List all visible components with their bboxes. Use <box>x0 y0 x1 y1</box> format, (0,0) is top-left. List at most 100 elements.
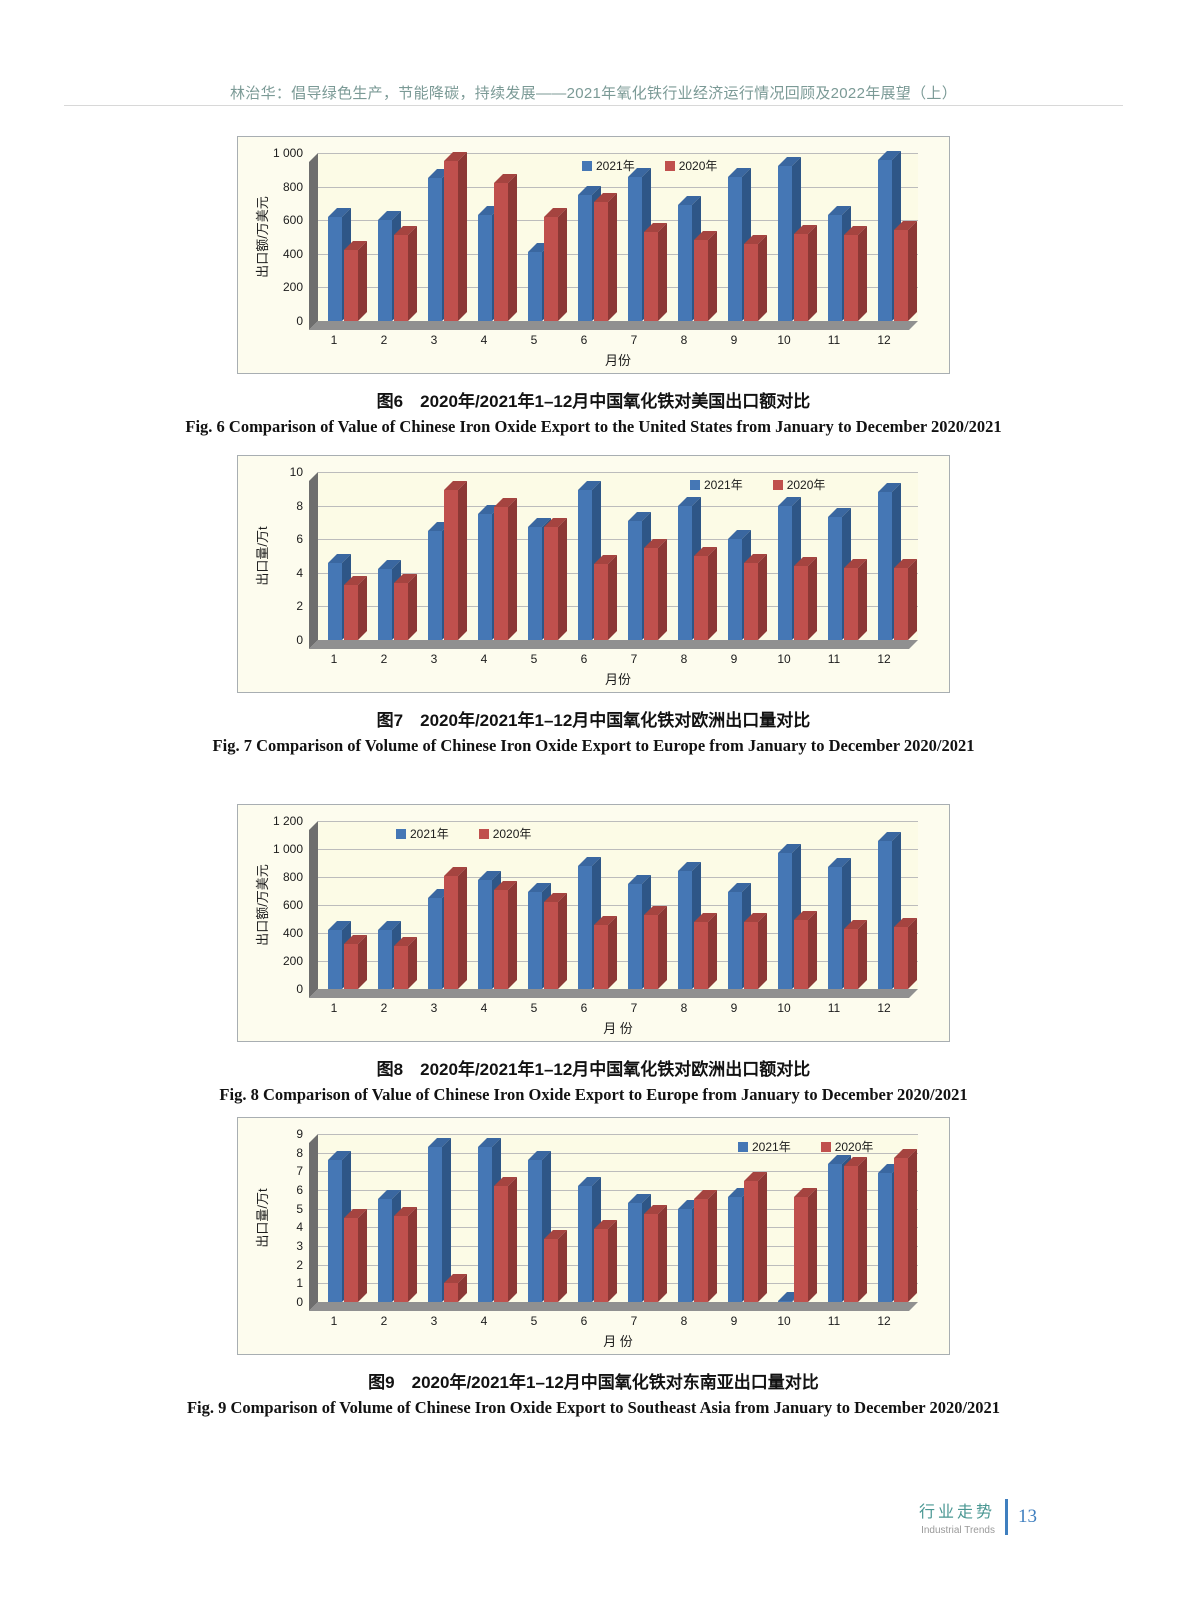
y-tick-label: 800 <box>282 179 303 194</box>
bar-2020年-month-9 <box>744 235 767 321</box>
gridline <box>318 1152 918 1154</box>
y-tick-label: 1 200 <box>272 814 303 828</box>
bar-2021年-month-7 <box>628 512 651 640</box>
legend-item: 2021年 <box>582 157 635 174</box>
bar-top-face <box>728 883 751 892</box>
bar-top-face <box>644 1205 667 1214</box>
bar-top-face <box>478 871 501 880</box>
bar-top-face <box>594 1220 617 1229</box>
bar-side-face <box>558 518 567 640</box>
bar-top-face <box>828 1155 851 1164</box>
figure-9-caption-cn: 图9 2020年/2021年1–12月中国氧化铁对东南亚出口量对比 <box>368 1373 819 1392</box>
bar-top-face <box>694 547 717 556</box>
bar-2021年-month-5 <box>528 1151 551 1302</box>
y-tick-label: 200 <box>282 280 303 295</box>
y-tick-label: 3 <box>296 1239 303 1253</box>
chart-floor <box>309 989 918 998</box>
gridline <box>318 1134 918 1135</box>
bar-2021年-month-1 <box>328 208 351 321</box>
bar-side-face <box>792 844 801 989</box>
y-tick-label: 400 <box>282 926 303 940</box>
bar-side-face <box>908 918 917 989</box>
x-tick-label: 2 <box>380 1001 388 1015</box>
page-number: 13 <box>1018 1506 1037 1527</box>
figure-8-caption-en: Fig. 8 Comparison of Value of Chinese Ir… <box>219 1085 968 1104</box>
bar-top-face <box>478 505 501 514</box>
x-tick-label: 7 <box>630 652 638 666</box>
bar-top-face <box>344 241 367 250</box>
gridline <box>318 287 918 289</box>
bar-top-face <box>394 574 417 583</box>
bar-side-face <box>858 226 867 321</box>
figure-6-chart: 出口额/万美元 0 200 400 600 800 1 000 1 2 3 4 5 6 7 8 9 10 11 12… <box>237 136 950 374</box>
bar-top-face <box>444 1274 467 1283</box>
bar-2021年-month-1 <box>328 921 351 989</box>
bar-top-face <box>428 169 451 178</box>
bar-2020年-month-5 <box>544 893 567 989</box>
gridline <box>318 606 918 608</box>
bar-top-face <box>828 206 851 215</box>
bar-side-face <box>442 1138 451 1302</box>
bar-side-face <box>908 559 917 640</box>
bar-2020年-month-3 <box>444 481 467 640</box>
bar-side-face <box>358 241 367 321</box>
legend-swatch-2021年 <box>396 828 406 839</box>
bar-2020年-month-9 <box>744 1172 767 1302</box>
bar-2020年-month-7 <box>644 223 667 321</box>
figure-6-caption-cn: 图6 2020年/2021年1–12月中国氧化铁对美国出口额对比 <box>376 392 811 411</box>
gridline <box>318 253 918 255</box>
page-header: 林治华：倡导绿色生产，节能降碳，持续发展——2021年氧化铁行业经济运行情况回顾… <box>229 85 958 102</box>
bar-top-face <box>344 576 367 585</box>
bar-2020年-month-12 <box>894 559 917 640</box>
bar-side-face <box>542 1151 551 1302</box>
bar-2020年-month-12 <box>894 221 917 321</box>
bar-2021年-month-6 <box>578 1177 601 1302</box>
y-tick-label: 600 <box>282 213 303 228</box>
bar-2020年-month-11 <box>844 226 867 321</box>
bar-top-face <box>894 559 917 568</box>
bar-top-face <box>428 1138 451 1147</box>
bar-2020年-month-4 <box>494 881 517 989</box>
plot-area <box>318 153 918 321</box>
x-tick-label: 8 <box>680 1314 688 1328</box>
x-tick-label: 5 <box>530 652 538 666</box>
x-tick-label: 8 <box>680 333 688 347</box>
bar-side-face <box>458 152 467 321</box>
x-tick-label: 4 <box>480 333 488 347</box>
bar-2020年-month-9 <box>744 913 767 989</box>
legend-label: 2021年 <box>410 827 449 841</box>
bar-2020年-month-8 <box>694 231 717 321</box>
bar-side-face <box>808 557 817 640</box>
bar-2020年-month-7 <box>644 1205 667 1302</box>
gridline <box>318 1283 918 1285</box>
bar-side-face <box>608 555 617 640</box>
legend: 2021年 2020年 <box>690 476 825 493</box>
bar-top-face <box>628 168 651 177</box>
bar-side-face <box>458 867 467 989</box>
bar-side-face <box>892 832 901 989</box>
bar-2020年-month-1 <box>344 935 367 989</box>
legend-swatch-2020年 <box>820 1141 831 1152</box>
y-tick-label: 6 <box>296 1183 303 1197</box>
bar-2021年-month-10 <box>778 844 801 989</box>
bar-top-face <box>678 862 701 871</box>
bar-top-face <box>544 208 567 217</box>
bar-2020年-month-1 <box>344 1209 367 1302</box>
bar-top-face <box>528 518 551 527</box>
bar-top-face <box>844 559 867 568</box>
bar-side-face <box>358 935 367 989</box>
x-tick-label: 3 <box>430 652 438 666</box>
x-tick-label: 6 <box>580 333 588 347</box>
bar-top-face <box>578 1177 601 1186</box>
figure-7-chart: 出口量/万t 0 2 4 6 8 10 1 2 3 4 5 6 7 8 9 10 11 12 月份 2021年 2020年 <box>237 455 950 693</box>
bar-top-face <box>428 522 451 531</box>
footer-section-subtitle: Industrial Trends <box>921 1525 995 1536</box>
x-tick-label: 10 <box>777 1001 791 1015</box>
gridline <box>318 505 918 507</box>
x-tick-label: 4 <box>480 1314 488 1328</box>
bar-top-face <box>694 231 717 240</box>
figure-9: 出口量/万t 0 1 2 3 4 5 6 7 8 9 1 2 3 4 5 6 7 8 9 10 11 12 月 份 2021年 2… <box>0 1117 1187 1418</box>
bar-2021年-month-6 <box>578 857 601 989</box>
x-tick-label: 7 <box>630 1001 638 1015</box>
bar-top-face <box>628 512 651 521</box>
